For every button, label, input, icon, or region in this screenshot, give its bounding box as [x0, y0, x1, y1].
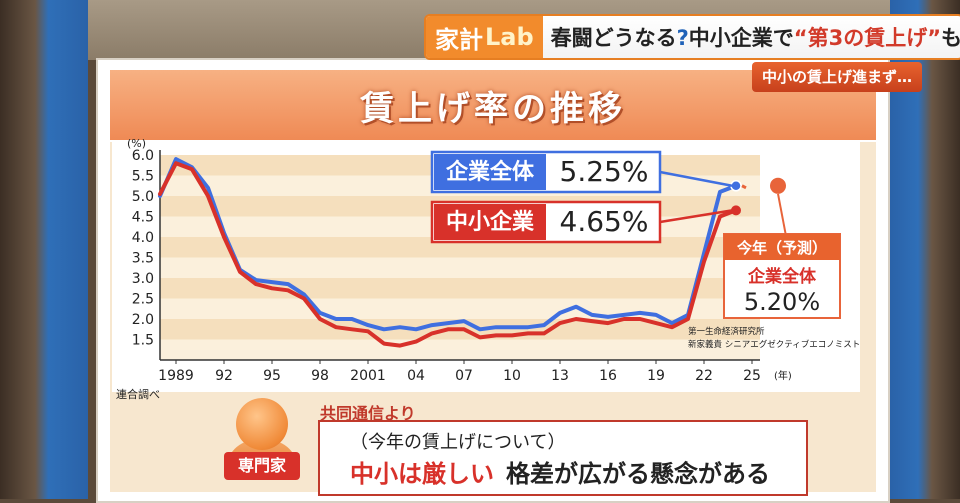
comment-rest: 格差が広がる懸念がある: [506, 460, 770, 488]
program-banner: 家計 Lab 春闘どうなる?中小企業で“第3の賃上げ”も: [424, 14, 960, 60]
legend-name-all-companies: 企業全体: [445, 159, 535, 185]
y-tick-label: 1.5: [132, 333, 154, 349]
program-logo: 家計 Lab: [426, 16, 543, 58]
forecast-dashed-line: [741, 184, 747, 190]
x-tick-label: 95: [263, 368, 281, 384]
series-end-point-sme: [731, 205, 741, 216]
comment-context: （今年の賃上げについて）: [350, 432, 566, 453]
plot-stripe: [160, 339, 760, 360]
credit-line-1: 第一生命経済研究所: [688, 326, 765, 337]
series-line-sme: [158, 161, 738, 348]
banner-headline: 春闘どうなる?中小企業で“第3の賃上げ”も: [551, 22, 960, 52]
comment-highlight: 中小は厳しい: [350, 460, 494, 488]
x-tick-label: 25: [743, 368, 761, 384]
logo-lab-text: Lab: [484, 23, 534, 51]
plot-stripe: [160, 298, 760, 319]
x-tick-label: 92: [215, 368, 233, 384]
y-tick-label: 6.0: [132, 148, 154, 164]
x-tick-label: 19: [647, 368, 665, 384]
legend-name-sme: 中小企業: [446, 209, 535, 235]
headline-part2: 中小企業で: [688, 26, 794, 50]
callout-line-all-companies: [659, 170, 733, 187]
news-source-tag: 共同通信より: [320, 404, 416, 423]
y-tick-label: 5.5: [132, 169, 154, 185]
forecast-heading: 今年（予測）: [736, 239, 827, 257]
x-tick-label: 98: [311, 368, 329, 384]
comment-text: 中小は厳しい 格差が広がる懸念がある: [350, 454, 770, 489]
series-end-point-all-companies: [730, 180, 742, 192]
forecast-point: [770, 177, 786, 194]
headline-quote: “第3の賃上げ”: [793, 26, 941, 50]
title-band: 賃上げ率の推移: [110, 70, 876, 140]
x-tick-label: 1989: [158, 368, 194, 384]
x-axis-unit: (年): [774, 369, 792, 382]
source-note: 連合調べ: [116, 387, 160, 401]
y-tick-label: 4.5: [132, 210, 154, 226]
forecast-callout-line: [777, 193, 787, 237]
x-tick-label: 07: [455, 368, 473, 384]
x-tick-label: 2001: [350, 368, 386, 384]
legend-name-bg-sme: [434, 204, 546, 240]
x-tick-label: 13: [551, 368, 569, 384]
logo-main-text: 家計: [434, 25, 483, 54]
x-tick-label: 04: [407, 368, 425, 384]
series-line-all-companies: [158, 157, 738, 332]
forecast-series-name: 企業全体: [747, 266, 817, 287]
y-tick-label: 2.0: [132, 312, 154, 328]
callout-line-sme: [659, 209, 733, 224]
y-tick-label: 3.5: [132, 251, 154, 267]
expert-comment-box: （今年の賃上げについて） 中小は厳しい 格差が広がる懸念がある: [318, 420, 808, 496]
chart-title: 賃上げ率の推移: [360, 88, 626, 129]
headline-part3: も: [941, 26, 960, 50]
sub-banner: 中小の賃上げ進まず…: [752, 62, 923, 92]
studio-background-left: [0, 0, 88, 499]
y-tick-label: 2.5: [132, 292, 154, 308]
legend-value-all-companies: 5.25%: [560, 155, 649, 188]
expert-label: 専門家: [224, 452, 300, 480]
x-tick-label: 16: [599, 368, 617, 384]
y-tick-label: 4.0: [132, 230, 154, 246]
legend-name-bg-all-companies: [434, 154, 546, 190]
credit-line-2: 新家義貴 シニアエグゼクティブエコノミスト: [688, 339, 860, 350]
y-tick-label: 5.0: [132, 189, 154, 205]
forecast-heading-bg: [724, 234, 840, 260]
forecast-value: 5.20%: [744, 288, 820, 316]
x-tick-label: 10: [503, 368, 521, 384]
y-axis-unit: (%): [127, 137, 146, 150]
headline-question-mark: ?: [676, 26, 689, 50]
plot-stripe: [160, 257, 760, 278]
x-tick-label: 22: [695, 368, 713, 384]
plot-stripe: [160, 278, 760, 299]
headline-part1: 春闘どうなる: [550, 26, 677, 50]
expert-figure-head: [236, 398, 288, 450]
legend-value-sme: 4.65%: [560, 205, 649, 238]
y-tick-label: 3.0: [132, 271, 154, 287]
